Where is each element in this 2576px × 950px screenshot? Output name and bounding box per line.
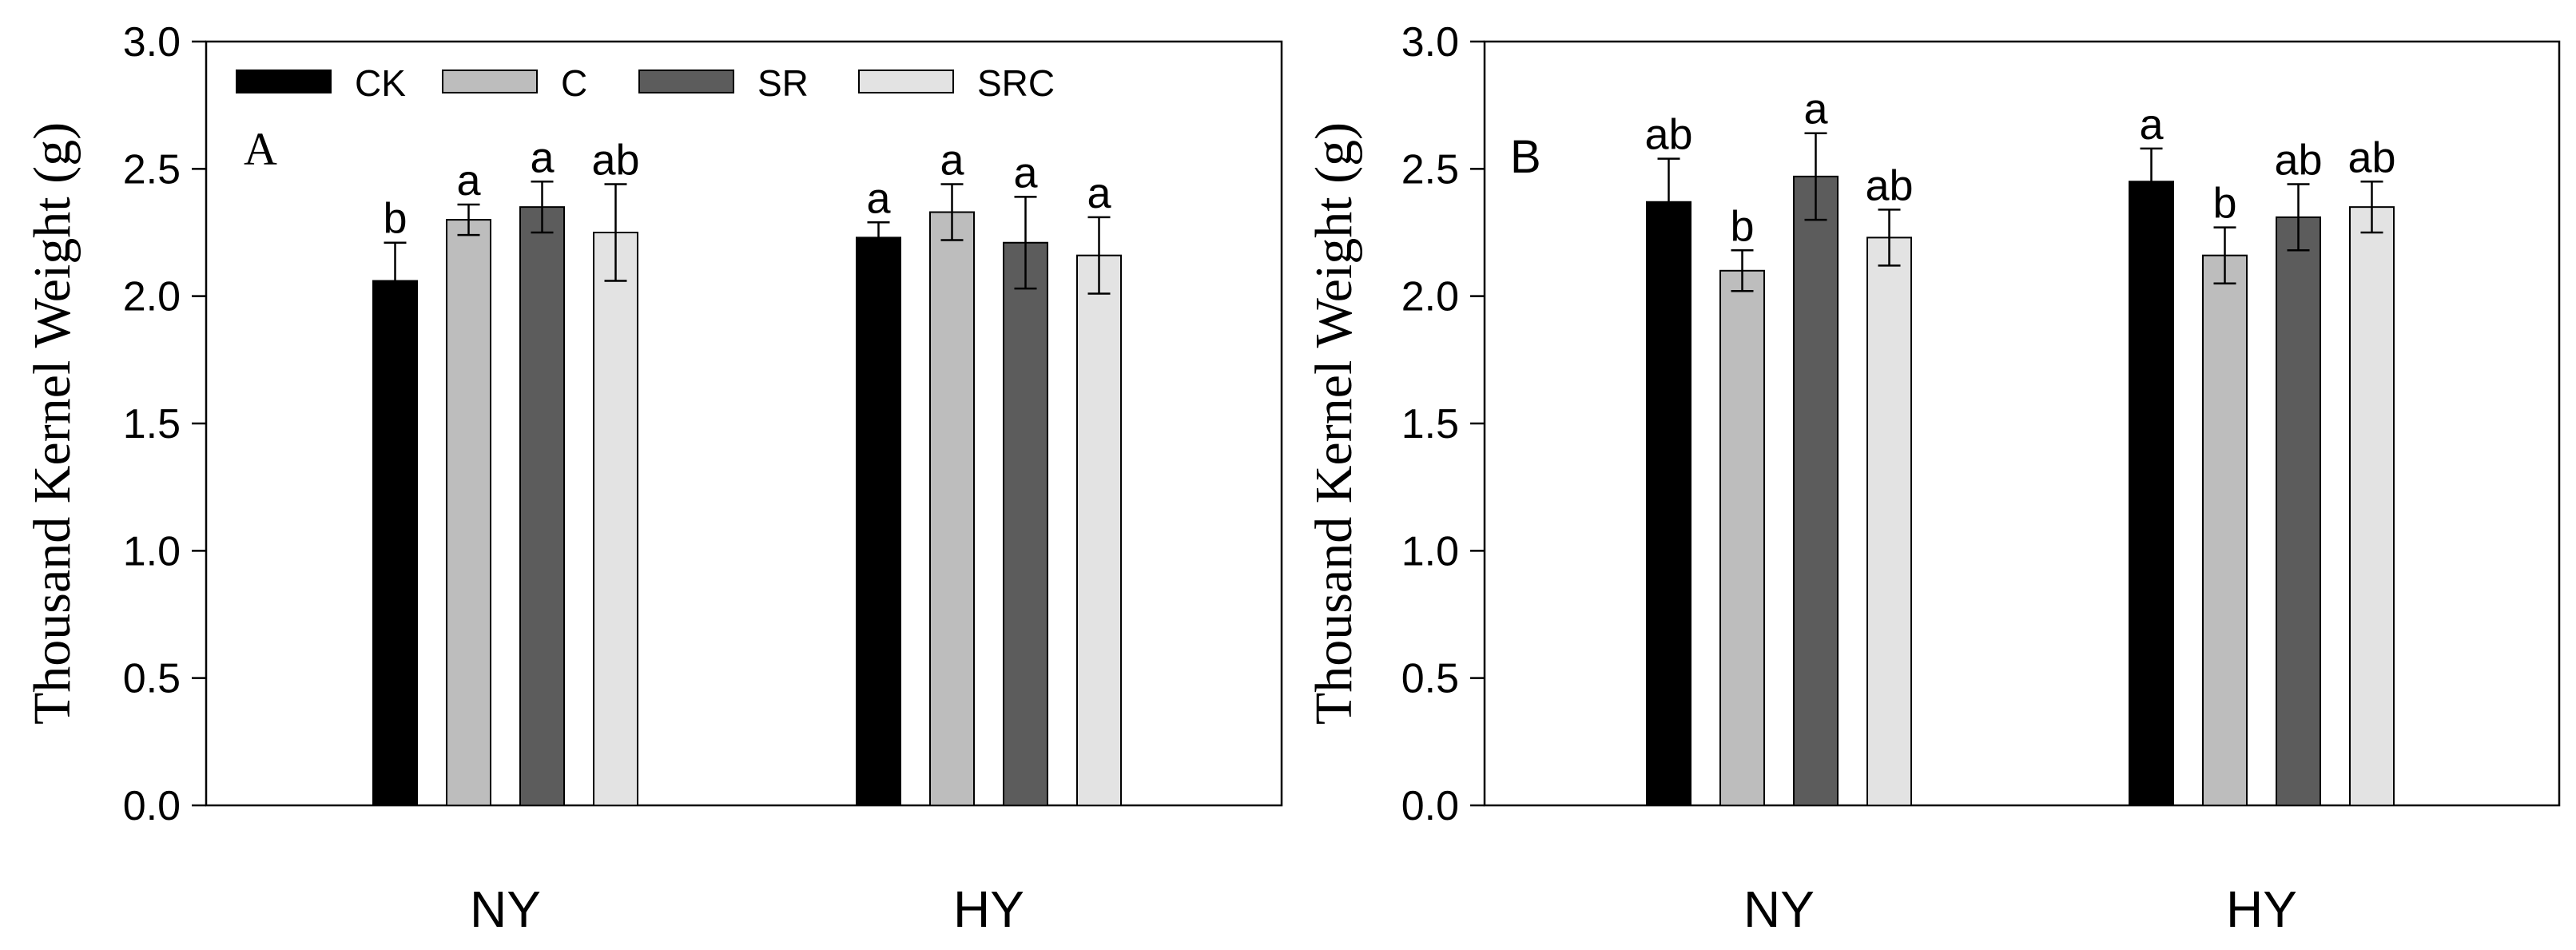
significance-label: a xyxy=(2139,101,2164,149)
bar-ck xyxy=(2129,181,2174,806)
y-tick-label: 3.0 xyxy=(1401,19,1459,66)
bar-c xyxy=(929,211,975,806)
significance-label: b xyxy=(383,195,407,243)
significance-label: b xyxy=(2212,180,2236,228)
significance-label: a xyxy=(1803,85,1828,133)
chart-panel-b: 0.0 0.5 1.0 1.5 2.0 2.5 3.0 Thousand Kernel Wei… xyxy=(1305,19,2561,938)
y-tick-label: 1.5 xyxy=(1401,401,1459,447)
bar-src xyxy=(593,232,638,806)
y-tick-label: 1.5 xyxy=(123,401,181,447)
y-tick-label: 0.5 xyxy=(123,656,181,702)
significance-label: ab xyxy=(1644,111,1692,159)
panel-label: B xyxy=(1510,131,1541,183)
bar-c xyxy=(446,219,491,807)
legend-swatch-c xyxy=(442,70,538,93)
chart-panel-a: 0.0 0.5 1.0 1.5 2.0 2.5 3.0 Thousand Kernel Wei… xyxy=(23,19,1283,938)
bar-c xyxy=(2202,254,2248,806)
bar-ck xyxy=(1646,201,1691,806)
significance-label: a xyxy=(456,157,481,205)
legend-label: SRC xyxy=(977,62,1055,104)
significance-label: a xyxy=(1087,169,1111,217)
bar-ck xyxy=(372,280,418,806)
legend-label: SR xyxy=(757,62,809,104)
y-axis-label: Thousand Kernel Weight (g) xyxy=(1305,122,1363,725)
y-axis-label: Thousand Kernel Weight (g) xyxy=(23,122,81,725)
y-tick-label: 0.5 xyxy=(1401,656,1459,702)
bar-sr xyxy=(1793,175,1839,807)
legend-label: CK xyxy=(355,62,406,104)
y-tick-label: 3.0 xyxy=(123,19,181,66)
legend: CK C SR SRC xyxy=(236,62,1055,104)
significance-label: b xyxy=(1730,202,1754,250)
y-tick-label: 1.0 xyxy=(1401,528,1459,574)
panel-label: A xyxy=(244,123,277,175)
bar-src xyxy=(1866,237,1912,806)
category-label: HY xyxy=(953,880,1024,938)
legend-swatch-src xyxy=(858,70,954,93)
bar-sr xyxy=(519,206,565,806)
category-label: NY xyxy=(470,880,541,938)
y-tick-label: 2.5 xyxy=(1401,146,1459,193)
y-tick-label: 2.5 xyxy=(123,146,181,193)
y-tick-label: 0.0 xyxy=(1401,783,1459,829)
bar-src xyxy=(2349,206,2395,806)
significance-label: ab xyxy=(2347,133,2395,181)
category-label: HY xyxy=(2226,880,2297,938)
significance-label: a xyxy=(1013,149,1038,197)
y-tick-label: 0.0 xyxy=(123,783,181,829)
significance-label: ab xyxy=(1865,161,1913,209)
legend-swatch-sr xyxy=(638,70,734,93)
significance-label: a xyxy=(530,133,555,181)
significance-label: ab xyxy=(2274,136,2322,184)
bar-sr xyxy=(1003,241,1048,807)
category-label: NY xyxy=(1743,880,1815,938)
y-tick-label: 2.0 xyxy=(123,274,181,320)
significance-label: a xyxy=(866,174,891,222)
significance-label: a xyxy=(940,136,964,184)
y-tick-label: 2.0 xyxy=(1401,274,1459,320)
significance-label: ab xyxy=(591,136,639,184)
legend-swatch-ck xyxy=(236,70,332,93)
bar-ck xyxy=(856,237,901,806)
legend-label: C xyxy=(561,62,587,104)
bar-c xyxy=(1719,269,1765,806)
bar-sr xyxy=(2276,216,2321,806)
y-tick-label: 1.0 xyxy=(123,528,181,574)
bar-src xyxy=(1076,254,1122,806)
